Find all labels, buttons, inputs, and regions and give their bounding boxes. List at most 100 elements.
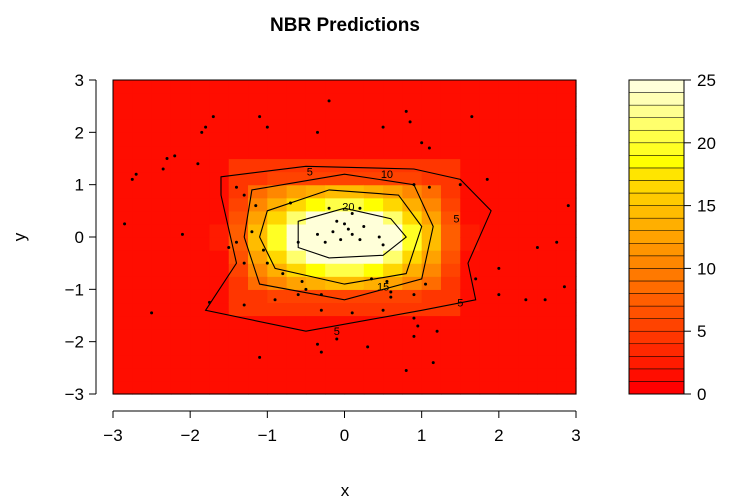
- data-point: [242, 193, 246, 197]
- heatmap-cell: [170, 250, 191, 264]
- heatmap-cell: [151, 145, 172, 160]
- heatmap-cell: [325, 263, 346, 277]
- data-point: [204, 125, 208, 129]
- colorbar-tick-label: 0: [697, 385, 706, 404]
- heatmap-cell: [421, 367, 442, 382]
- heatmap-cell: [151, 276, 172, 290]
- heatmap-cell: [518, 263, 539, 277]
- heatmap-cell: [518, 197, 539, 212]
- heatmap-cell: [363, 250, 384, 264]
- heatmap-cell: [113, 367, 133, 382]
- heatmap-cell: [209, 184, 230, 199]
- heatmap-cell: [325, 367, 346, 382]
- heatmap-cell: [170, 184, 191, 199]
- heatmap-cell: [248, 132, 268, 147]
- data-point: [323, 240, 327, 244]
- data-point: [261, 248, 265, 252]
- heatmap-cell: [190, 315, 211, 330]
- heatmap-cell: [363, 237, 384, 251]
- heatmap-cell: [440, 119, 461, 133]
- heatmap-cell: [344, 289, 365, 304]
- heatmap-cell: [421, 106, 442, 120]
- heatmap-cell: [151, 210, 172, 225]
- heatmap-cell: [518, 315, 539, 330]
- heatmap-cell: [440, 210, 461, 225]
- heatmap-cell: [383, 276, 403, 290]
- heatmap-cell: [440, 171, 461, 186]
- heatmap-cell: [402, 171, 423, 186]
- heatmap-cell: [344, 328, 365, 343]
- data-point: [242, 303, 246, 307]
- heatmap-cell: [383, 367, 403, 382]
- heatmap-cell: [460, 158, 481, 173]
- heatmap-cell: [460, 119, 481, 133]
- data-point: [315, 130, 319, 134]
- data-point: [389, 290, 393, 294]
- data-point: [161, 167, 165, 171]
- data-point: [420, 141, 424, 145]
- heatmap-cell: [190, 289, 211, 304]
- contour-label: 5: [307, 167, 313, 179]
- heatmap-cell: [498, 289, 519, 304]
- heatmap-cell: [556, 80, 577, 94]
- heatmap-cell: [305, 171, 326, 186]
- heatmap-cell: [190, 263, 211, 277]
- heatmap-cell: [344, 106, 365, 120]
- heatmap-cell: [286, 158, 307, 173]
- heatmap-cell: [363, 80, 384, 94]
- heatmap-cell: [460, 80, 481, 94]
- heatmap-cell: [460, 93, 481, 107]
- heatmap-cell: [556, 158, 577, 173]
- heatmap-cell: [286, 210, 307, 225]
- heatmap-cell: [170, 210, 191, 225]
- colorbar-swatch: [628, 368, 685, 382]
- data-point: [346, 227, 350, 231]
- heatmap-cell: [460, 380, 481, 395]
- heatmap-cell: [248, 80, 268, 94]
- heatmap-cell: [383, 341, 403, 356]
- heatmap-cell: [305, 132, 326, 147]
- heatmap-cell: [228, 210, 249, 225]
- heatmap-cell: [132, 197, 153, 212]
- heatmap-cell: [440, 93, 461, 107]
- heatmap-cell: [325, 341, 346, 356]
- heatmap-cell: [421, 263, 442, 277]
- contour-lines: [204, 165, 492, 332]
- heatmap-area: [113, 80, 577, 395]
- heatmap-cell: [286, 132, 307, 147]
- heatmap-cell: [498, 184, 519, 199]
- heatmap-cell: [151, 380, 172, 395]
- heatmap-cell: [344, 354, 365, 369]
- heatmap-cell: [286, 276, 307, 290]
- heatmap-cell: [344, 341, 365, 356]
- heatmap-cell: [325, 106, 346, 120]
- heatmap-cell: [440, 263, 461, 277]
- heatmap-cell: [556, 184, 577, 199]
- heatmap-cell: [537, 210, 558, 225]
- heatmap-cell: [248, 93, 268, 107]
- data-point: [207, 300, 211, 304]
- heatmap-cell: [518, 367, 539, 382]
- data-point: [562, 285, 566, 289]
- heatmap-cell: [286, 289, 307, 304]
- heatmap-cell: [248, 263, 268, 277]
- heatmap-cell: [151, 93, 172, 107]
- heatmap-cell: [248, 145, 268, 160]
- colorbar-swatch: [628, 243, 685, 257]
- contour-label: 5: [457, 297, 463, 309]
- data-point: [165, 157, 169, 160]
- heatmap-cell: [132, 250, 153, 264]
- data-point: [555, 240, 559, 244]
- x-tick-label: −2: [180, 426, 199, 445]
- heatmap-cell: [209, 132, 230, 147]
- heatmap-cell: [132, 289, 153, 304]
- heatmap-cell: [286, 80, 307, 94]
- data-point: [296, 240, 300, 244]
- data-point: [335, 219, 339, 223]
- heatmap-cell: [479, 145, 500, 160]
- heatmap-cell: [460, 237, 481, 251]
- data-point: [315, 232, 319, 236]
- heatmap-cell: [209, 263, 230, 277]
- heatmap-cell: [518, 380, 539, 395]
